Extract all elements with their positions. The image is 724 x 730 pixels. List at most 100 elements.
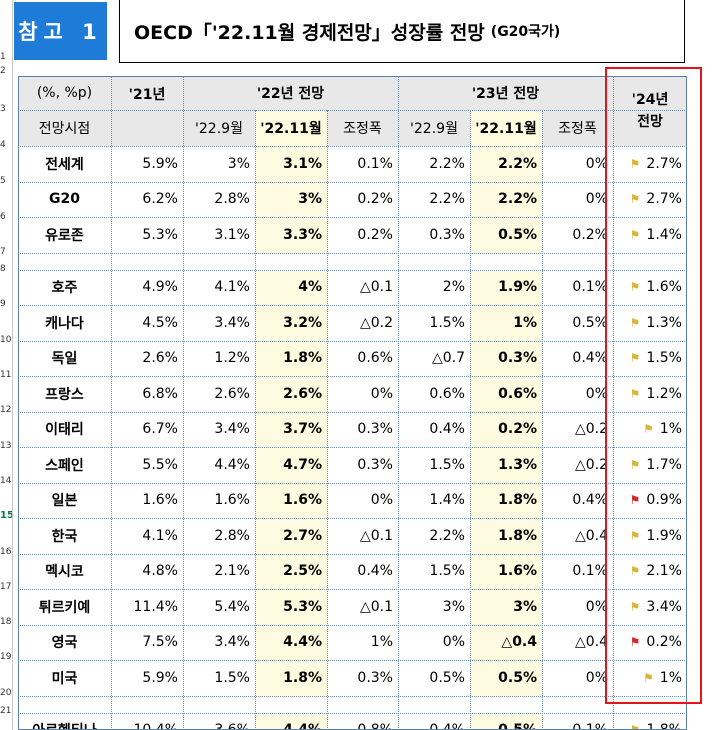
table-cell-a22[interactable]: 0.1% [357, 155, 393, 172]
table-cell-c22[interactable]: 1.8% [255, 340, 327, 376]
table-cell-a23[interactable]: 0% [585, 669, 608, 686]
table-cell-c23[interactable]: 0.2% [470, 411, 542, 447]
table-cell-a22[interactable]: 0.3% [357, 669, 393, 686]
row-number[interactable]: 6 [0, 212, 6, 222]
table-cell-c22[interactable]: 3.7% [255, 411, 327, 447]
sub-2022-sep[interactable]: '22.9월 [183, 110, 255, 146]
table-cell-p22[interactable]: 5.4% [214, 598, 250, 615]
table-cell-y24[interactable]: ⚑ 2.7% [613, 182, 687, 218]
table-cell-c22[interactable]: 3.2% [255, 305, 327, 341]
unit-label[interactable]: (%, %p) [18, 76, 111, 110]
table-cell-c22[interactable]: 4.4% [255, 712, 327, 730]
table-cell-a23[interactable]: 0.1% [572, 563, 608, 580]
table-cell-c23[interactable]: 1.6% [470, 553, 542, 589]
table-cell-p22[interactable]: 2.8% [214, 191, 250, 208]
row-number[interactable]: 1 [0, 52, 6, 62]
table-cell-y21[interactable]: 5.9% [142, 155, 178, 172]
table-cell-c22[interactable]: 2.6% [255, 376, 327, 412]
table-cell-y21[interactable]: 4.5% [142, 314, 178, 331]
table-cell-y21[interactable]: 11.4% [133, 598, 178, 615]
table-cell-a22[interactable]: 0% [370, 492, 393, 509]
table-cell-p22[interactable]: 4.4% [214, 456, 250, 473]
country-label[interactable]: 영국 [51, 635, 78, 652]
table-cell-p23[interactable]: 0% [442, 634, 465, 651]
table-cell-c23[interactable]: 1.9% [470, 269, 542, 305]
table-cell-c23[interactable]: 0.6% [470, 376, 542, 412]
table-cell-a22[interactable]: 0% [370, 385, 393, 402]
table-cell-y21[interactable]: 5.5% [142, 456, 178, 473]
table-cell-a23[interactable]: 0.1% [542, 713, 613, 730]
row-number[interactable]: 12 [0, 405, 12, 415]
table-cell-y24[interactable]: ⚑ 1.6% [613, 270, 687, 306]
table-cell-c23[interactable]: 1.8% [470, 518, 542, 554]
table-cell-a23[interactable]: 0% [585, 598, 608, 615]
table-cell-c22[interactable]: 2.5% [255, 553, 327, 589]
country-label[interactable]: G20 [49, 191, 80, 208]
country-label[interactable]: 일본 [51, 493, 78, 510]
col-2021[interactable]: '21년 [111, 76, 183, 146]
row-number[interactable]: 20 [0, 688, 12, 698]
table-cell-y24[interactable]: ⚑ 2.1% [613, 554, 687, 590]
table-cell-y24[interactable]: ⚑ 1.7% [613, 447, 687, 483]
row-number[interactable]: 16 [0, 547, 12, 557]
row-number[interactable]: 9 [0, 299, 6, 309]
table-cell-p22[interactable]: 1.2% [214, 350, 250, 367]
table-cell-y24[interactable]: ⚑ 1.3% [613, 305, 687, 341]
table-cell-y24[interactable]: ⚑ 1% [613, 660, 687, 696]
table-cell-a22[interactable]: 0.2% [357, 191, 393, 208]
table-cell-a23[interactable]: △0.2 [574, 456, 608, 473]
table-cell-c23[interactable]: 0.3% [470, 340, 542, 376]
country-label[interactable]: 멕시코 [45, 564, 84, 581]
table-cell-p22[interactable]: 3.4% [214, 314, 250, 331]
table-cell-c22[interactable]: 1.6% [255, 482, 327, 518]
table-cell-y24[interactable]: ⚑ 3.4% [613, 589, 687, 625]
table-cell-a23[interactable]: 0.4% [572, 492, 608, 509]
table-cell-c22[interactable]: 3.1% [255, 146, 327, 182]
table-cell-a23[interactable]: 0% [585, 191, 608, 208]
table-cell-c22[interactable]: 5.3% [255, 589, 327, 625]
table-cell-y21[interactable]: 1.6% [142, 492, 178, 509]
table-cell-a22[interactable]: 0.8% [327, 713, 398, 730]
table-cell-p23[interactable]: 2.2% [429, 527, 465, 544]
table-cell-c22[interactable]: 3% [255, 181, 327, 217]
table-cell-y21[interactable]: 5.9% [142, 669, 178, 686]
table-cell-c23[interactable]: 1.3% [470, 447, 542, 483]
country-label[interactable]: 스페인 [45, 457, 84, 474]
group-2022-forecast[interactable]: '22년 전망 [183, 76, 398, 110]
table-cell-c23[interactable]: 2.2% [470, 146, 542, 182]
table-cell-y21[interactable]: 4.1% [142, 527, 178, 544]
table-cell-y21[interactable]: 2.6% [142, 350, 178, 367]
sub-2023-nov[interactable]: '22.11월 [470, 110, 542, 146]
table-cell-a22[interactable]: 0.4% [357, 563, 393, 580]
table-cell-c23[interactable]: 1% [470, 305, 542, 341]
table-cell-a23[interactable]: △0.2 [574, 421, 608, 438]
table-cell-p22[interactable]: 2.6% [214, 385, 250, 402]
table-cell-p22[interactable]: 1.5% [214, 669, 250, 686]
country-label[interactable]: 아르헨티나 [18, 713, 111, 730]
table-cell-y21[interactable]: 7.5% [142, 634, 178, 651]
table-cell-c22[interactable]: 4.7% [255, 447, 327, 483]
table-cell-y24[interactable]: ⚑ 1% [613, 412, 687, 448]
table-cell-a22[interactable]: 1% [370, 634, 393, 651]
table-cell-a23[interactable]: 0% [585, 155, 608, 172]
table-cell-y24[interactable]: ⚑ 1.2% [613, 376, 687, 412]
table-cell-a23[interactable]: 0.4% [572, 350, 608, 367]
table-cell-p23[interactable]: 0.3% [429, 226, 465, 243]
table-cell-a22[interactable]: 0.3% [357, 421, 393, 438]
table-cell-y21[interactable]: 4.9% [142, 279, 178, 296]
row-number[interactable]: 13 [0, 441, 12, 451]
table-cell-a22[interactable]: △0.2 [359, 314, 393, 331]
table-cell-a22[interactable]: 0.6% [357, 350, 393, 367]
table-cell-p23[interactable]: 1.4% [429, 492, 465, 509]
table-cell-p22[interactable]: 2.1% [214, 563, 250, 580]
row-number[interactable]: 10 [0, 335, 12, 345]
table-cell-p22[interactable]: 3.4% [214, 421, 250, 438]
table-cell-y24[interactable]: ⚑ 2.7% [613, 146, 687, 182]
table-cell-p22[interactable]: 3.6% [183, 713, 255, 730]
table-cell-y24[interactable]: ⚑ 0.2% [613, 625, 687, 661]
basis-label[interactable]: 전망시점 [18, 110, 111, 146]
table-cell-y21[interactable]: 10.4% [111, 713, 183, 730]
country-label[interactable]: 유로존 [45, 227, 84, 244]
table-cell-y21[interactable]: 4.8% [142, 563, 178, 580]
table-cell-c23[interactable]: 0.5% [470, 712, 542, 730]
